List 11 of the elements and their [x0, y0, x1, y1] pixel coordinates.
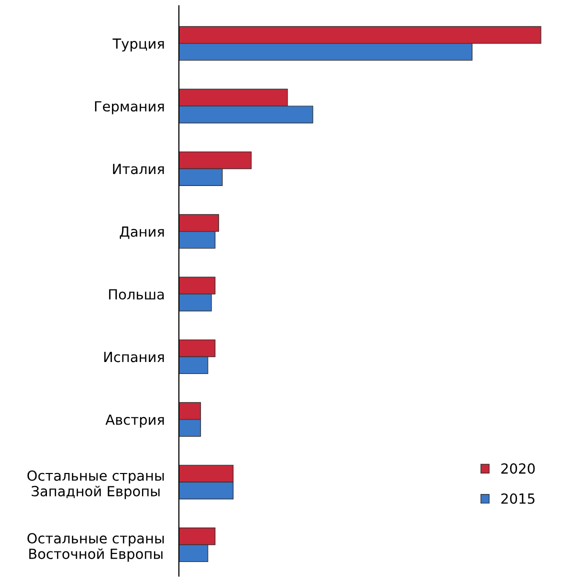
y-tick-label: Германия	[95, 101, 164, 114]
y-tick-label: Остальные страны Западной Европы	[27, 470, 164, 500]
legend-label: 2015	[501, 493, 534, 504]
y-tick-label: Италия	[113, 164, 164, 174]
y-tick-label: Испания	[104, 352, 164, 362]
legend-label: 2020	[501, 463, 535, 474]
y-tick-label: Остальные страны Восточной Европы	[27, 533, 164, 562]
y-tick-label: Австрия	[105, 414, 164, 428]
y-tick-label: Дания	[120, 226, 164, 239]
y-tick-label: Польша	[109, 289, 164, 300]
y-tick-label: Турция	[112, 38, 164, 52]
